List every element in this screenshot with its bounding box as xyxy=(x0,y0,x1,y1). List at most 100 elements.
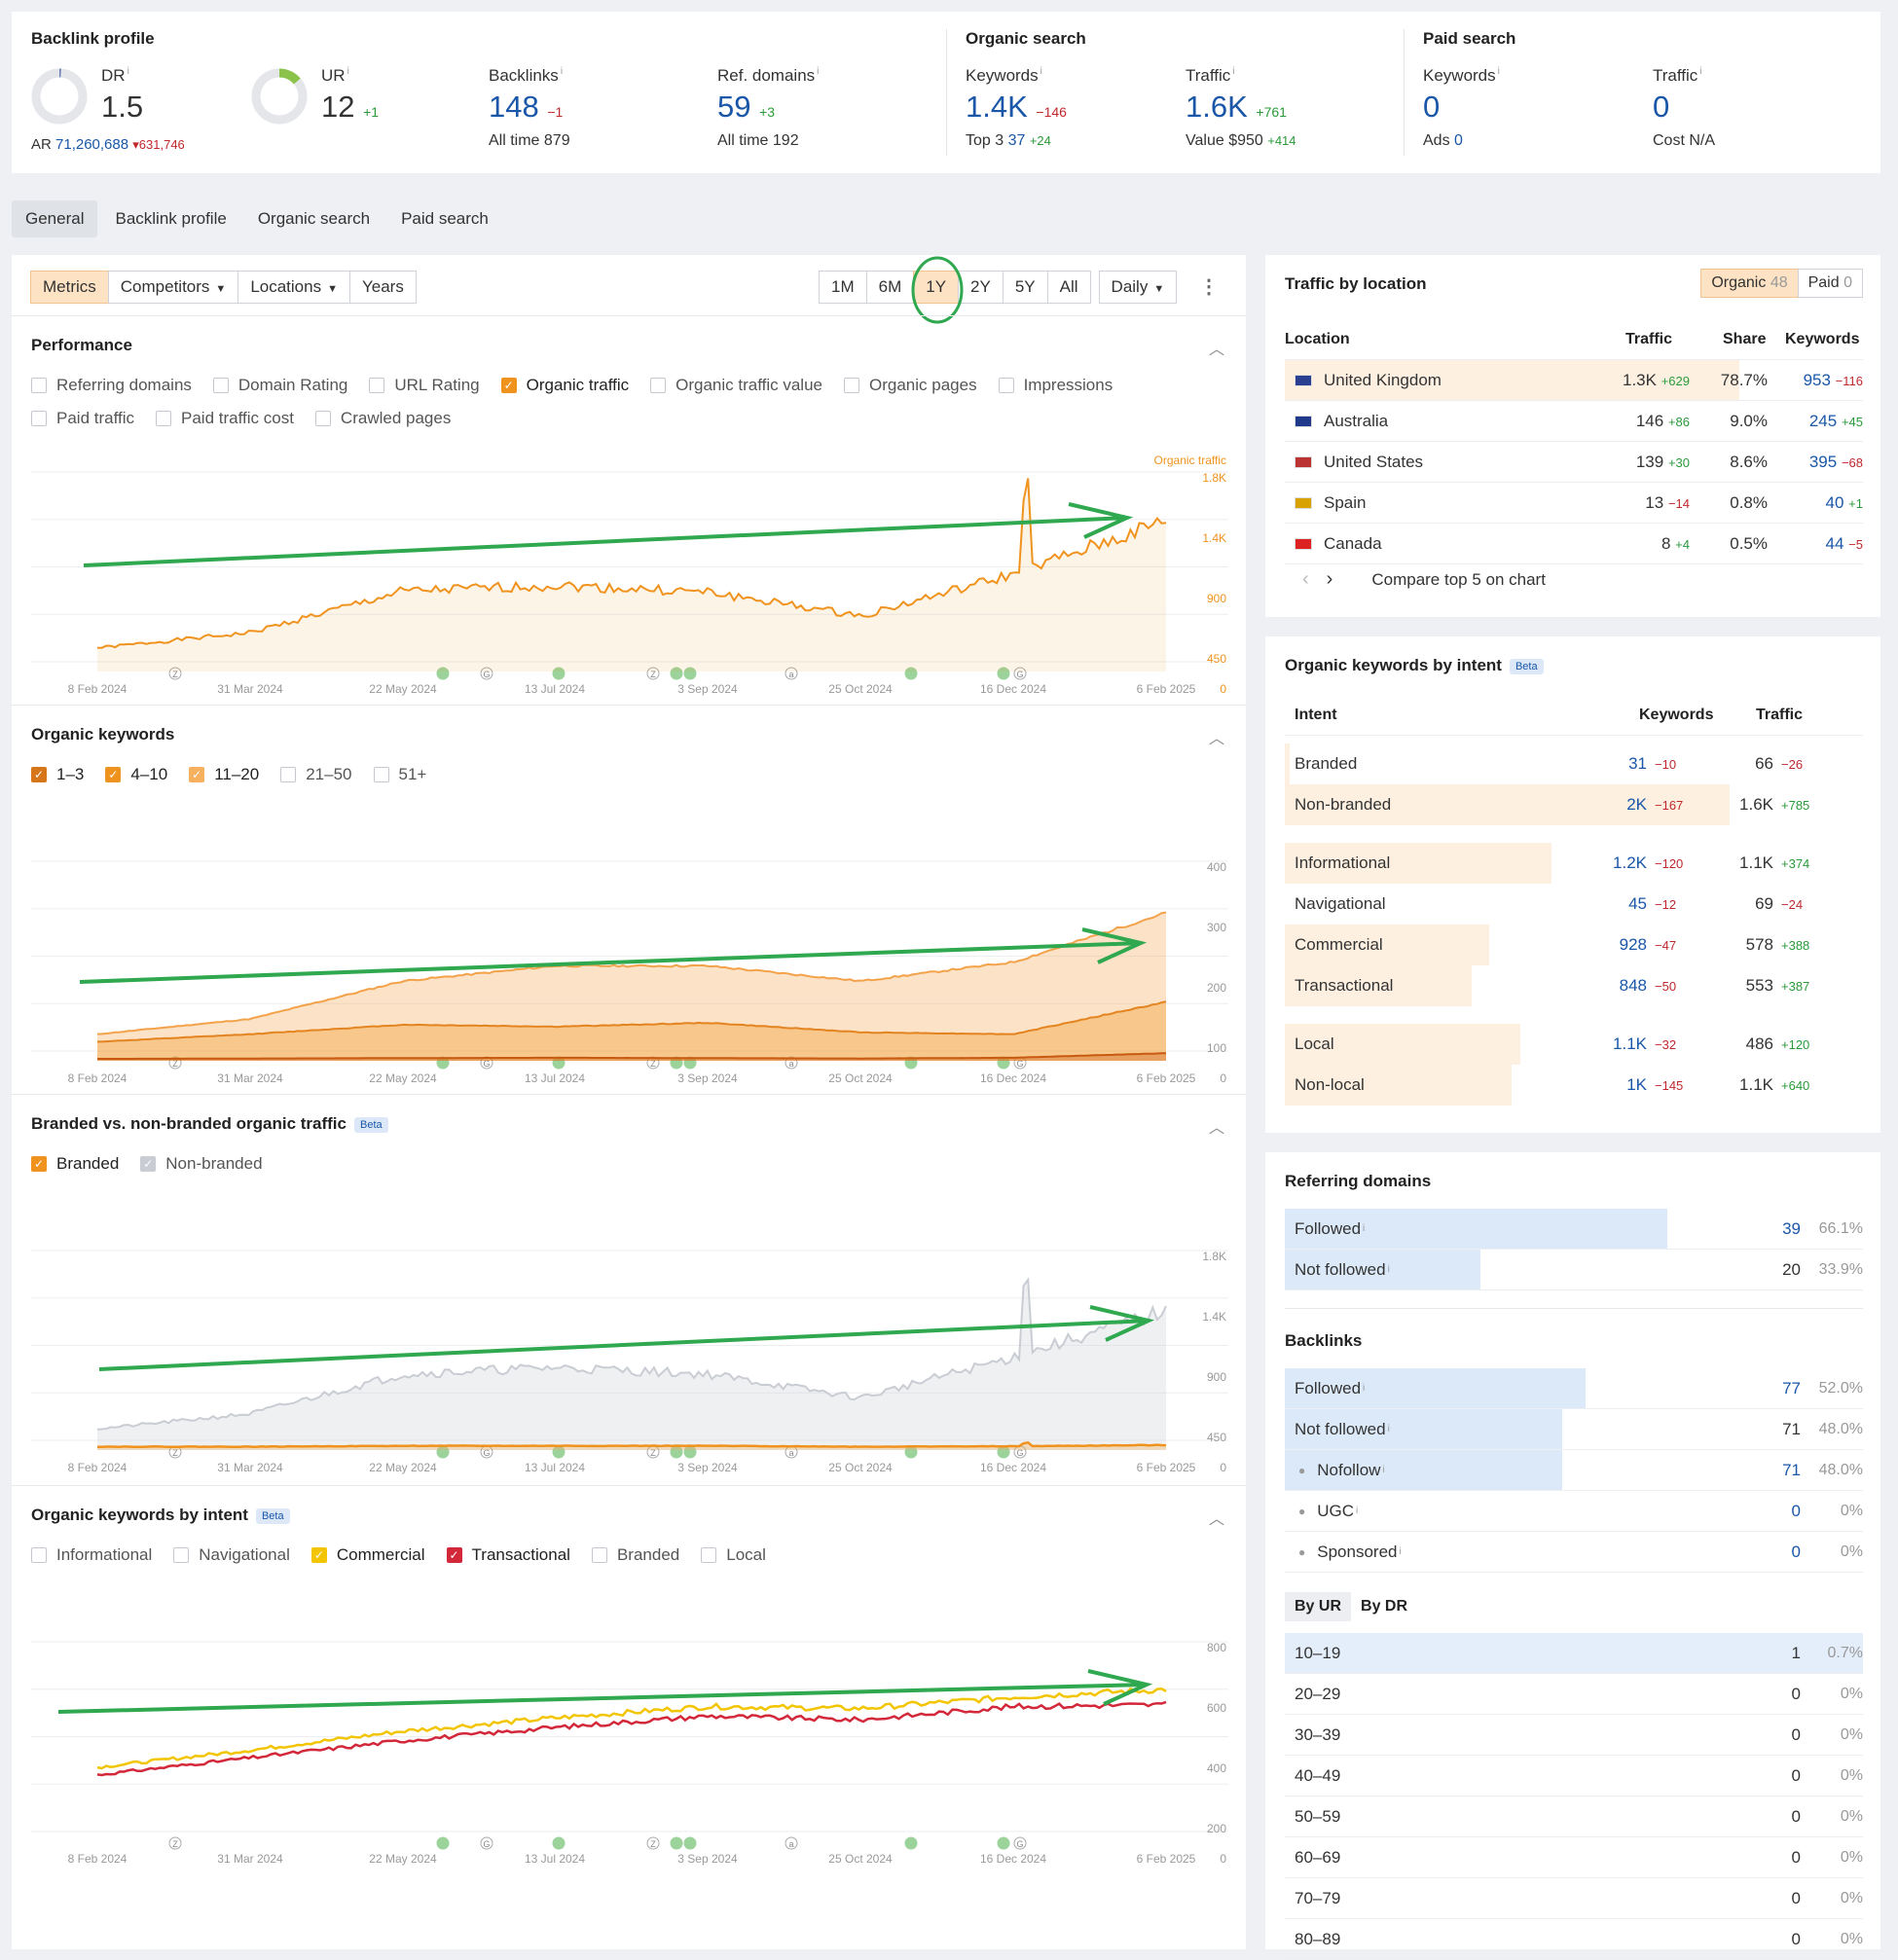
keywords-value[interactable]: 245 xyxy=(1808,411,1842,430)
info-icon[interactable]: i xyxy=(1356,1506,1359,1516)
check-pos-11-20[interactable]: ✓ 11–20 xyxy=(189,758,259,791)
paid-keywords-value[interactable]: 0 xyxy=(1423,90,1441,124)
tab-organic-search[interactable]: Organic search xyxy=(257,209,371,228)
annotation-marker[interactable] xyxy=(785,1056,798,1070)
refdomains-value[interactable]: 59 xyxy=(717,90,751,124)
organic-keywords-chart[interactable]: 400 300 200 100 0 8 Feb 2024 31 Mar 2024 22 May… xyxy=(12,842,1246,1095)
info-icon[interactable]: i xyxy=(1497,66,1500,77)
annotation-marker[interactable] xyxy=(904,1056,918,1070)
info-icon[interactable]: i xyxy=(1363,1223,1366,1234)
annotation-marker[interactable] xyxy=(1013,1836,1027,1850)
tab-backlink-profile[interactable]: Backlink profile xyxy=(115,209,227,228)
info-icon[interactable]: i xyxy=(1387,1424,1390,1434)
ur-row[interactable]: 80–89 0 0% xyxy=(1285,1919,1863,1960)
link-row-count[interactable]: 0 xyxy=(1791,1501,1801,1520)
link-row-count[interactable]: 71 xyxy=(1782,1419,1801,1438)
annotation-marker[interactable] xyxy=(997,1836,1010,1850)
chevron-right-icon[interactable]: › xyxy=(1326,568,1333,590)
check-domain-rating[interactable]: Domain Rating xyxy=(212,369,347,402)
annotation-marker[interactable] xyxy=(904,667,918,680)
check-paid-traffic[interactable]: Paid traffic xyxy=(31,402,134,435)
annotation-marker[interactable] xyxy=(670,1056,683,1070)
annotation-marker[interactable] xyxy=(785,1836,798,1850)
intent-row[interactable]: Non-branded 2K −167 1.6K +785 xyxy=(1285,784,1863,825)
paid-toggle[interactable]: Paid 0 xyxy=(1797,269,1863,298)
organic-traffic-value[interactable]: 1.6K xyxy=(1186,90,1248,124)
check-commercial[interactable]: ✓ Commercial xyxy=(310,1539,425,1572)
interval-dropdown[interactable]: Daily ▼ xyxy=(1098,271,1178,304)
by-ur-tab[interactable]: By UR xyxy=(1285,1592,1352,1621)
link-row-count[interactable]: 77 xyxy=(1782,1378,1801,1397)
location-row[interactable]: Spain 13 −14 0.8% 40 +1 xyxy=(1285,483,1863,524)
ar-value[interactable]: 71,260,688 xyxy=(55,136,129,153)
metrics-button[interactable]: Metrics xyxy=(30,271,109,304)
intent-keywords-value[interactable]: 1K xyxy=(1626,1075,1647,1094)
annotation-marker[interactable] xyxy=(1013,667,1027,680)
intent-row[interactable]: Local 1.1K −32 486 +120 xyxy=(1285,1024,1863,1065)
intent-row[interactable]: Informational 1.2K −120 1.1K +374 xyxy=(1285,843,1863,884)
keywords-value[interactable]: 40 xyxy=(1825,492,1849,512)
annotation-marker[interactable] xyxy=(670,667,683,680)
organic-toggle[interactable]: Organic 48 xyxy=(1700,269,1799,298)
link-row-count[interactable]: 20 xyxy=(1782,1259,1801,1279)
intent-keywords-value[interactable]: 45 xyxy=(1628,894,1647,913)
check-impressions[interactable]: Impressions xyxy=(998,369,1113,402)
by-dr-tab[interactable]: By DR xyxy=(1361,1598,1408,1615)
check-pos-4-10[interactable]: ✓ 4–10 xyxy=(105,758,167,791)
info-icon[interactable]: i xyxy=(1699,66,1702,77)
competitors-dropdown[interactable]: Competitors ▼ xyxy=(107,271,239,304)
annotation-marker[interactable] xyxy=(683,1056,697,1070)
annotation-marker[interactable] xyxy=(436,1836,450,1850)
chevron-up-icon[interactable]: ︿ xyxy=(1208,731,1224,747)
location-row[interactable]: United Kingdom 1.3K +629 78.7% 953 −116 xyxy=(1285,360,1863,401)
performance-chart[interactable]: 1.8K 1.4K 900 450 0 8 Feb 2024 31 Mar 2024 22 M… xyxy=(12,453,1246,706)
annotation-marker[interactable] xyxy=(168,1056,182,1070)
check-non-branded[interactable]: ✓ Non-branded xyxy=(140,1147,263,1180)
annotation-marker[interactable] xyxy=(997,667,1010,680)
location-row[interactable]: Canada 8 +4 0.5% 44 −5 xyxy=(1285,524,1863,564)
info-icon[interactable]: i xyxy=(347,66,349,77)
location-row[interactable]: Australia 146 +86 9.0% 245 +45 xyxy=(1285,401,1863,442)
annotation-marker[interactable] xyxy=(480,1836,493,1850)
info-icon[interactable]: i xyxy=(817,66,820,77)
ur-row[interactable]: 30–39 0 0% xyxy=(1285,1715,1863,1756)
paid-traffic-value[interactable]: 0 xyxy=(1653,90,1670,124)
locations-dropdown[interactable]: Locations ▼ xyxy=(237,271,350,304)
chevron-left-icon[interactable]: ‹ xyxy=(1302,568,1309,590)
check-branded[interactable]: ✓ Branded xyxy=(31,1147,119,1180)
ur-row[interactable]: 20–29 0 0% xyxy=(1285,1674,1863,1715)
intent-row[interactable]: Transactional 848 −50 553 +387 xyxy=(1285,965,1863,1006)
more-options-icon[interactable]: ⋮ xyxy=(1199,276,1219,298)
intent-row[interactable]: Navigational 45 −12 69 −24 xyxy=(1285,884,1863,925)
annotation-marker[interactable] xyxy=(683,1836,697,1850)
check-navigational[interactable]: Navigational xyxy=(173,1539,290,1572)
intent-keywords-value[interactable]: 1.2K xyxy=(1613,853,1647,872)
annotation-marker[interactable] xyxy=(785,667,798,680)
range-all-button[interactable]: All xyxy=(1046,271,1091,304)
intent-keywords-value[interactable]: 848 xyxy=(1619,976,1647,995)
info-icon[interactable]: i xyxy=(1040,66,1042,77)
link-row-count[interactable]: 0 xyxy=(1791,1542,1801,1561)
intent-keywords-value[interactable]: 928 xyxy=(1619,935,1647,954)
organic-keywords-value[interactable]: 1.4K xyxy=(966,90,1028,124)
range-1m-button[interactable]: 1M xyxy=(819,271,867,304)
branded-chart[interactable]: 1.8K 1.4K 900 450 0 8 Feb 2024 31 Mar 2024 22 M… xyxy=(12,1231,1246,1484)
top3-value[interactable]: 37 xyxy=(1007,132,1026,149)
check-informational[interactable]: Informational xyxy=(31,1539,152,1572)
link-row[interactable]: Not followed i 20 33.9% xyxy=(1285,1250,1863,1290)
annotation-marker[interactable] xyxy=(683,667,697,680)
intent-keywords-value[interactable]: 1.1K xyxy=(1613,1034,1647,1053)
link-row[interactable]: Followed i 39 66.1% xyxy=(1285,1209,1863,1250)
check-referring-domains[interactable]: Referring domains xyxy=(31,369,192,402)
compare-top5-link[interactable]: Compare top 5 on chart xyxy=(1371,569,1546,589)
annotation-marker[interactable] xyxy=(480,1056,493,1070)
backlinks-value[interactable]: 148 xyxy=(489,90,539,124)
annotation-marker[interactable] xyxy=(670,1836,683,1850)
annotation-marker[interactable] xyxy=(904,1836,918,1850)
check-branded-intent[interactable]: Branded xyxy=(591,1539,679,1572)
link-row[interactable]: ● UGC i 0 0% xyxy=(1285,1491,1863,1532)
intent-keywords-value[interactable]: 31 xyxy=(1628,754,1647,773)
ads-value[interactable]: 0 xyxy=(1454,132,1463,149)
link-row[interactable]: Followed i 77 52.0% xyxy=(1285,1368,1863,1409)
link-row-count[interactable]: 39 xyxy=(1782,1218,1801,1238)
